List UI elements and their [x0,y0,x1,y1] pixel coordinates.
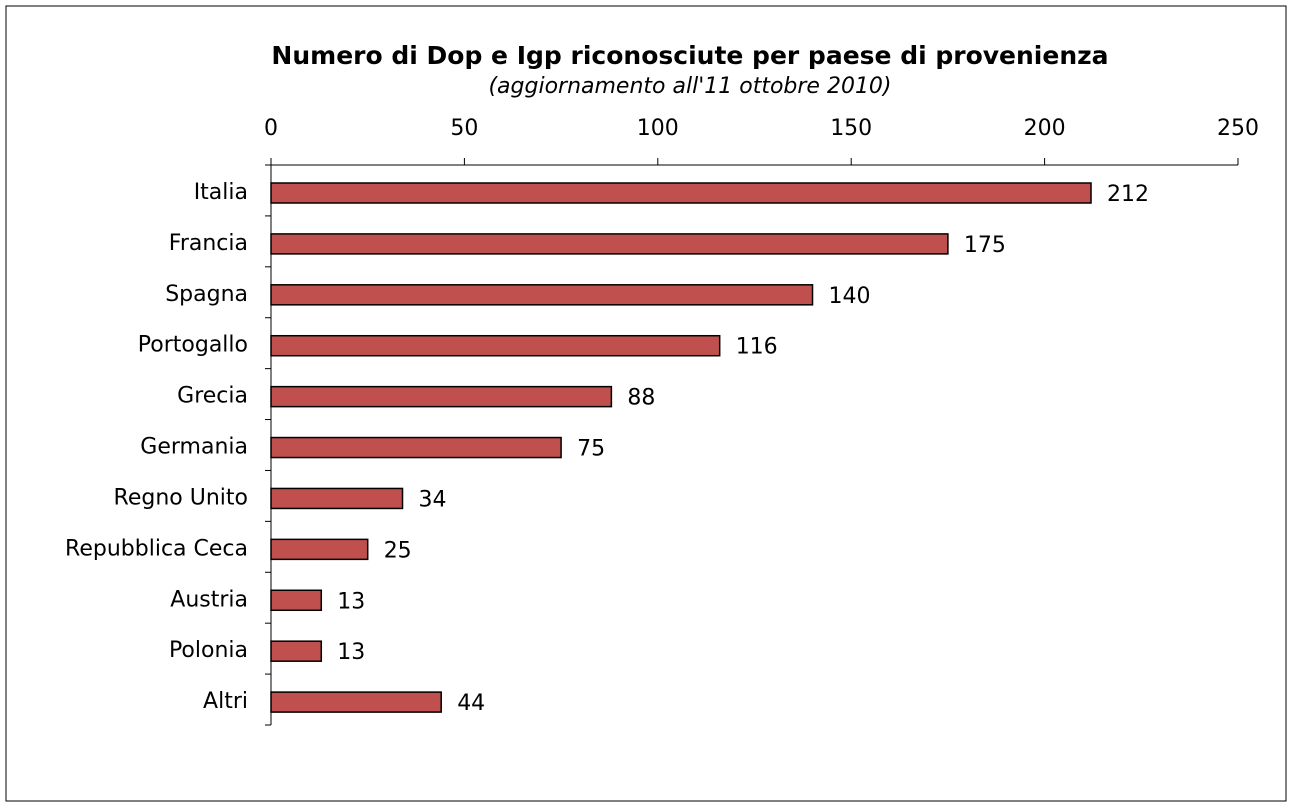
chart-title: Numero di Dop e Igp riconosciute per pae… [271,41,1108,70]
y-tick-label: Altri [203,689,248,714]
chart-border [5,5,1287,802]
bar [270,487,404,510]
value-label: 75 [577,437,605,462]
y-tick-label: Spagna [165,282,248,307]
x-tick-label: 200 [1024,116,1066,141]
x-tick-label: 100 [637,116,679,141]
value-label: 175 [964,233,1006,258]
y-tick-label: Grecia [177,384,248,409]
bar [270,640,323,662]
chart-subtitle: (aggiornamento all'11 ottobre 2010) [488,74,891,99]
bar [270,436,562,459]
bar [270,334,721,357]
value-label: 212 [1107,182,1149,207]
bar [270,182,1092,204]
x-tick-label: 50 [450,116,478,141]
y-tick-label: Francia [169,231,248,256]
value-label: 13 [337,640,365,665]
x-tick-label: 0 [264,116,278,141]
bar [270,538,369,561]
value-label: 44 [457,691,485,716]
y-tick-label: Italia [194,180,248,205]
bar [270,284,814,306]
value-label: 34 [419,487,447,512]
bar [270,385,613,408]
y-tick-label: Polonia [169,638,248,663]
x-tick-label: 150 [830,116,872,141]
value-label: 88 [627,386,655,411]
y-tick-label: Portogallo [138,333,248,358]
y-tick-label: Repubblica Ceca [65,536,248,561]
bar [270,691,442,713]
y-tick-label: Regno Unito [114,485,248,510]
value-label: 140 [829,284,871,309]
y-tick-label: Austria [170,587,248,612]
x-tick-label: 250 [1217,116,1259,141]
value-label: 13 [337,589,365,614]
value-label: 116 [736,335,778,360]
value-label: 25 [384,538,412,563]
bar [270,233,949,255]
bar [270,589,323,612]
y-tick-label: Germania [140,435,248,460]
